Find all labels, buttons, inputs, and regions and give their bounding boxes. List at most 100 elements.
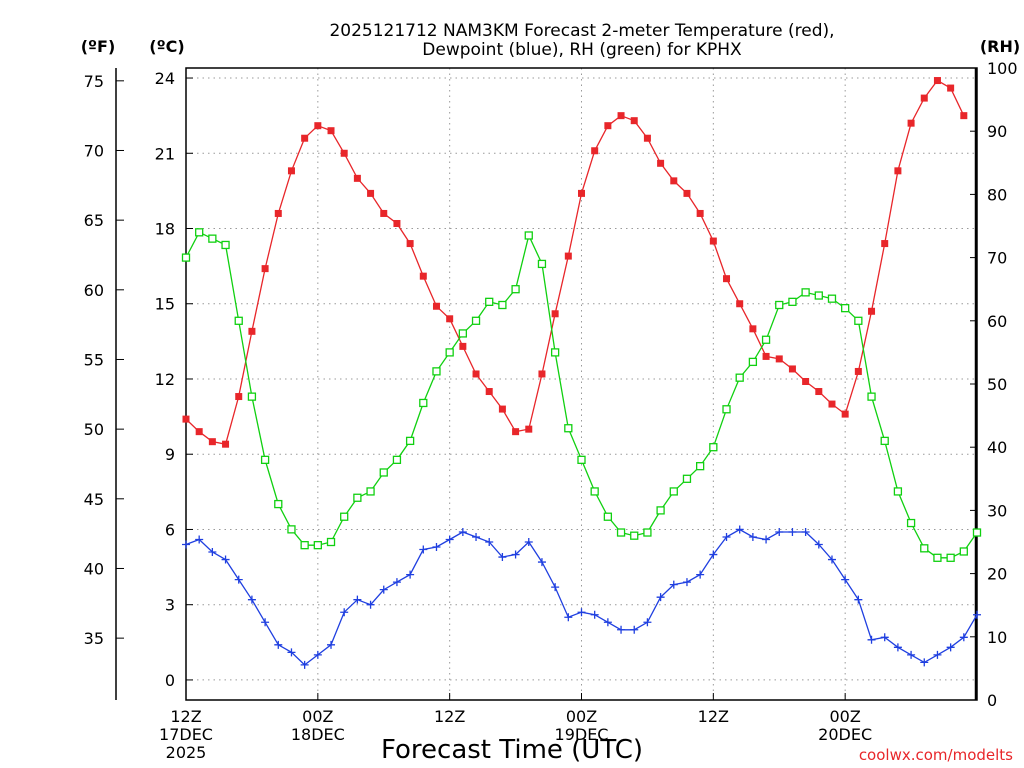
dewpoint-point: [656, 593, 665, 602]
celsius-tick-label: 6: [165, 520, 175, 539]
rh-point: [867, 392, 876, 401]
dewpoint-point: [748, 532, 757, 541]
celsius-axis: 0 3 6 9 12 15 18 21 24: [155, 69, 193, 690]
dewpoint-point: [261, 618, 270, 627]
fahrenheit-tick-label: 45: [84, 490, 104, 509]
rh-point: [841, 304, 850, 313]
dewpoint-point: [603, 618, 612, 627]
dewpoint-point: [564, 613, 573, 622]
temperature-point: [960, 112, 968, 120]
dewpoint-point: [300, 660, 309, 669]
fahrenheit-tick-label: 35: [84, 629, 104, 648]
rh-tick-label: 0: [987, 691, 997, 710]
temperature-point: [643, 134, 651, 142]
rh-point: [722, 405, 731, 414]
dewpoint-point: [722, 532, 731, 541]
temperature-point: [933, 77, 941, 85]
fahrenheit-tick-label: 75: [84, 72, 104, 91]
chart-title-line-2: Dewpoint (blue), RH (green) for KPHX: [422, 40, 742, 60]
dewpoint-point: [630, 625, 639, 634]
fahrenheit-tick-label: 60: [84, 281, 104, 300]
temperature-point: [630, 117, 638, 125]
temperature-point: [736, 300, 744, 308]
rh-point: [748, 357, 758, 367]
temperature-point: [670, 177, 678, 185]
rh-point: [972, 528, 982, 537]
rh-point: [696, 462, 705, 471]
rh-point: [630, 531, 639, 540]
dewpoint-point: [551, 583, 560, 592]
temperature-point: [578, 189, 585, 197]
rh-point: [603, 512, 613, 521]
celsius-tick-label: 15: [155, 295, 175, 314]
dewpoint-point: [366, 600, 375, 609]
temperature-point: [459, 342, 467, 350]
rh-tick-label: 70: [987, 249, 1007, 268]
dewpoint-point: [933, 650, 942, 659]
celsius-tick-label: 18: [155, 220, 175, 239]
temperature-point: [788, 365, 796, 373]
rh-point: [709, 443, 718, 452]
rh-point: [906, 518, 916, 528]
temperature-point: [195, 428, 203, 436]
rh-tick-label: 30: [987, 501, 1007, 520]
time-tick-label: 00Z: [302, 707, 333, 726]
time-tick-label: 20DEC: [818, 725, 872, 744]
time-tick-label: 2025: [166, 743, 207, 762]
temperature-point: [815, 388, 823, 396]
dewpoint-point: [327, 640, 336, 649]
rh-point: [761, 335, 771, 344]
rh-point: [893, 487, 903, 496]
rh-point: [735, 373, 744, 382]
rh-unit-label: (RH): [980, 37, 1020, 56]
time-tick-label: 12Z: [170, 707, 201, 726]
fahrenheit-tick-label: 70: [84, 141, 104, 160]
dewpoint-point: [247, 595, 256, 604]
temperature-point: [367, 189, 375, 197]
rh-point: [788, 297, 797, 306]
rh-tick-label: 40: [987, 438, 1007, 457]
rh-point: [471, 316, 481, 325]
rh-point: [880, 436, 889, 446]
rh-series: [181, 228, 982, 562]
rh-point: [260, 455, 270, 464]
temperature-point: [591, 147, 599, 155]
time-tick-label: 18DEC: [291, 725, 345, 744]
rh-point: [801, 288, 810, 297]
temperature-point: [182, 415, 190, 423]
time-tick-label: 17DEC: [159, 725, 213, 744]
dewpoint-point: [379, 585, 388, 594]
dewpoint-point: [340, 608, 349, 617]
temperature-point: [222, 440, 230, 448]
dewpoint-point: [893, 643, 902, 652]
rh-point: [274, 499, 283, 509]
rh-point: [524, 231, 533, 240]
rh-point: [287, 525, 296, 534]
temperature-point: [538, 370, 546, 378]
temperature-point: [485, 388, 493, 396]
temperature-point: [841, 410, 849, 418]
rh-point: [537, 259, 547, 269]
temperature-point: [327, 127, 335, 135]
dewpoint-point: [485, 538, 494, 546]
rh-point: [933, 553, 942, 562]
dewpoint-point: [880, 633, 889, 642]
dewpoint-point: [854, 595, 863, 604]
temperature-point: [446, 315, 454, 323]
dewpoint-point: [775, 527, 784, 536]
time-tick-label: 00Z: [830, 707, 861, 726]
dewpoint-point: [920, 658, 929, 667]
rh-point: [221, 240, 230, 250]
dewpoint-point: [234, 575, 243, 584]
fahrenheit-axis: 35 40 45 50 55 60 65 70 75: [84, 72, 124, 648]
dewpoint-point: [762, 535, 771, 544]
series-layer: [181, 77, 982, 669]
rh-point: [379, 468, 388, 477]
dewpoint-point: [182, 540, 190, 549]
credit-text: coolwx.com/modelts: [859, 746, 1013, 764]
rh-point: [432, 367, 441, 376]
temperature-point: [380, 209, 388, 217]
rh-point: [366, 487, 375, 496]
rh-point: [946, 553, 955, 562]
